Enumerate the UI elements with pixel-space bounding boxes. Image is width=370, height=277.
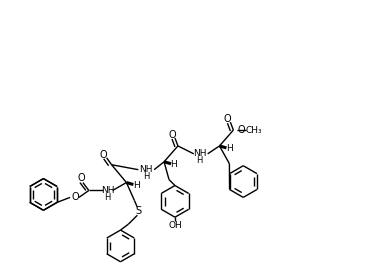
Text: H: H bbox=[104, 193, 111, 202]
Text: CH₃: CH₃ bbox=[246, 125, 262, 135]
Text: H: H bbox=[143, 172, 149, 181]
Text: S: S bbox=[135, 206, 141, 216]
Text: O: O bbox=[77, 173, 85, 183]
Text: OH: OH bbox=[168, 220, 182, 230]
Text: O: O bbox=[168, 130, 176, 140]
Text: O: O bbox=[100, 150, 108, 160]
Text: H: H bbox=[171, 160, 177, 169]
Text: O: O bbox=[238, 125, 245, 135]
Text: H: H bbox=[133, 181, 140, 190]
Text: NH: NH bbox=[101, 186, 114, 195]
Text: NH: NH bbox=[139, 165, 153, 174]
Text: NH: NH bbox=[193, 149, 206, 158]
Text: H: H bbox=[226, 144, 233, 153]
Text: H: H bbox=[196, 156, 203, 165]
Text: O: O bbox=[223, 114, 231, 124]
Text: O: O bbox=[71, 193, 79, 202]
